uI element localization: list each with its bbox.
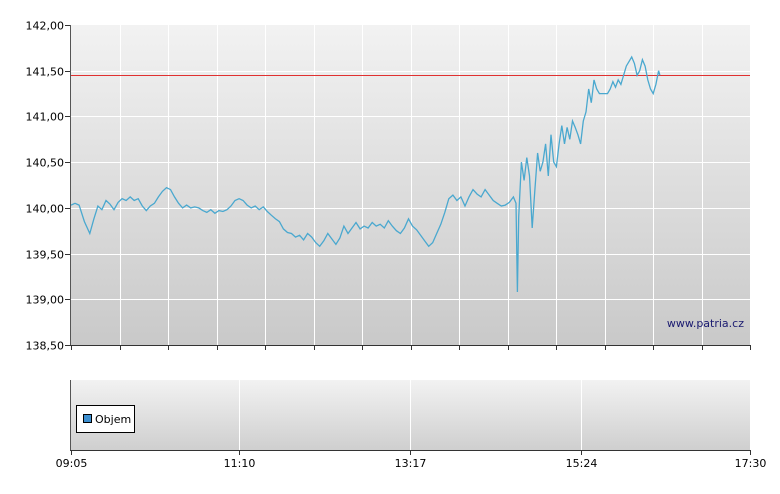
- price-series-line: [70, 55, 661, 293]
- price-y-tick-label: 140,00: [26, 203, 65, 216]
- x-axis-time-label: 11:10: [224, 457, 256, 470]
- legend: Objem: [76, 405, 135, 433]
- price-y-tick-label: 139,50: [26, 249, 65, 262]
- price-vertical-grid: [120, 25, 703, 345]
- legend-swatch-objem: [83, 414, 92, 423]
- price-y-tick-label: 140,50: [26, 157, 65, 170]
- x-axis-time-label: 15:24: [566, 457, 598, 470]
- watermark: www.patria.cz: [667, 317, 744, 330]
- price-x-axis-ticks: [71, 345, 751, 350]
- x-axis-time-label: 13:17: [395, 457, 427, 470]
- x-axis-time-label: 09:05: [56, 457, 88, 470]
- volume-vertical-grid: [239, 380, 582, 450]
- price-y-axis-labels: 138,50 139,00 139,50 140,00 140,50 141,00 141,…: [26, 20, 65, 353]
- price-y-tick-label: 139,00: [26, 294, 65, 307]
- volume-x-axis-ticks: [71, 450, 751, 455]
- legend-label-objem: Objem: [95, 413, 131, 426]
- price-y-tick-label: 138,50: [26, 340, 65, 353]
- price-y-tick-label: 142,00: [26, 20, 65, 33]
- price-y-tick-label: 141,00: [26, 111, 65, 124]
- price-y-tick-label: 141,50: [26, 66, 65, 79]
- price-horizontal-grid: [71, 71, 750, 300]
- price-panel-background: [71, 25, 750, 345]
- x-axis-time-label: 17:30: [735, 457, 767, 470]
- volume-x-axis-labels: 09:05 11:10 13:17 15:24 17:30: [56, 457, 767, 470]
